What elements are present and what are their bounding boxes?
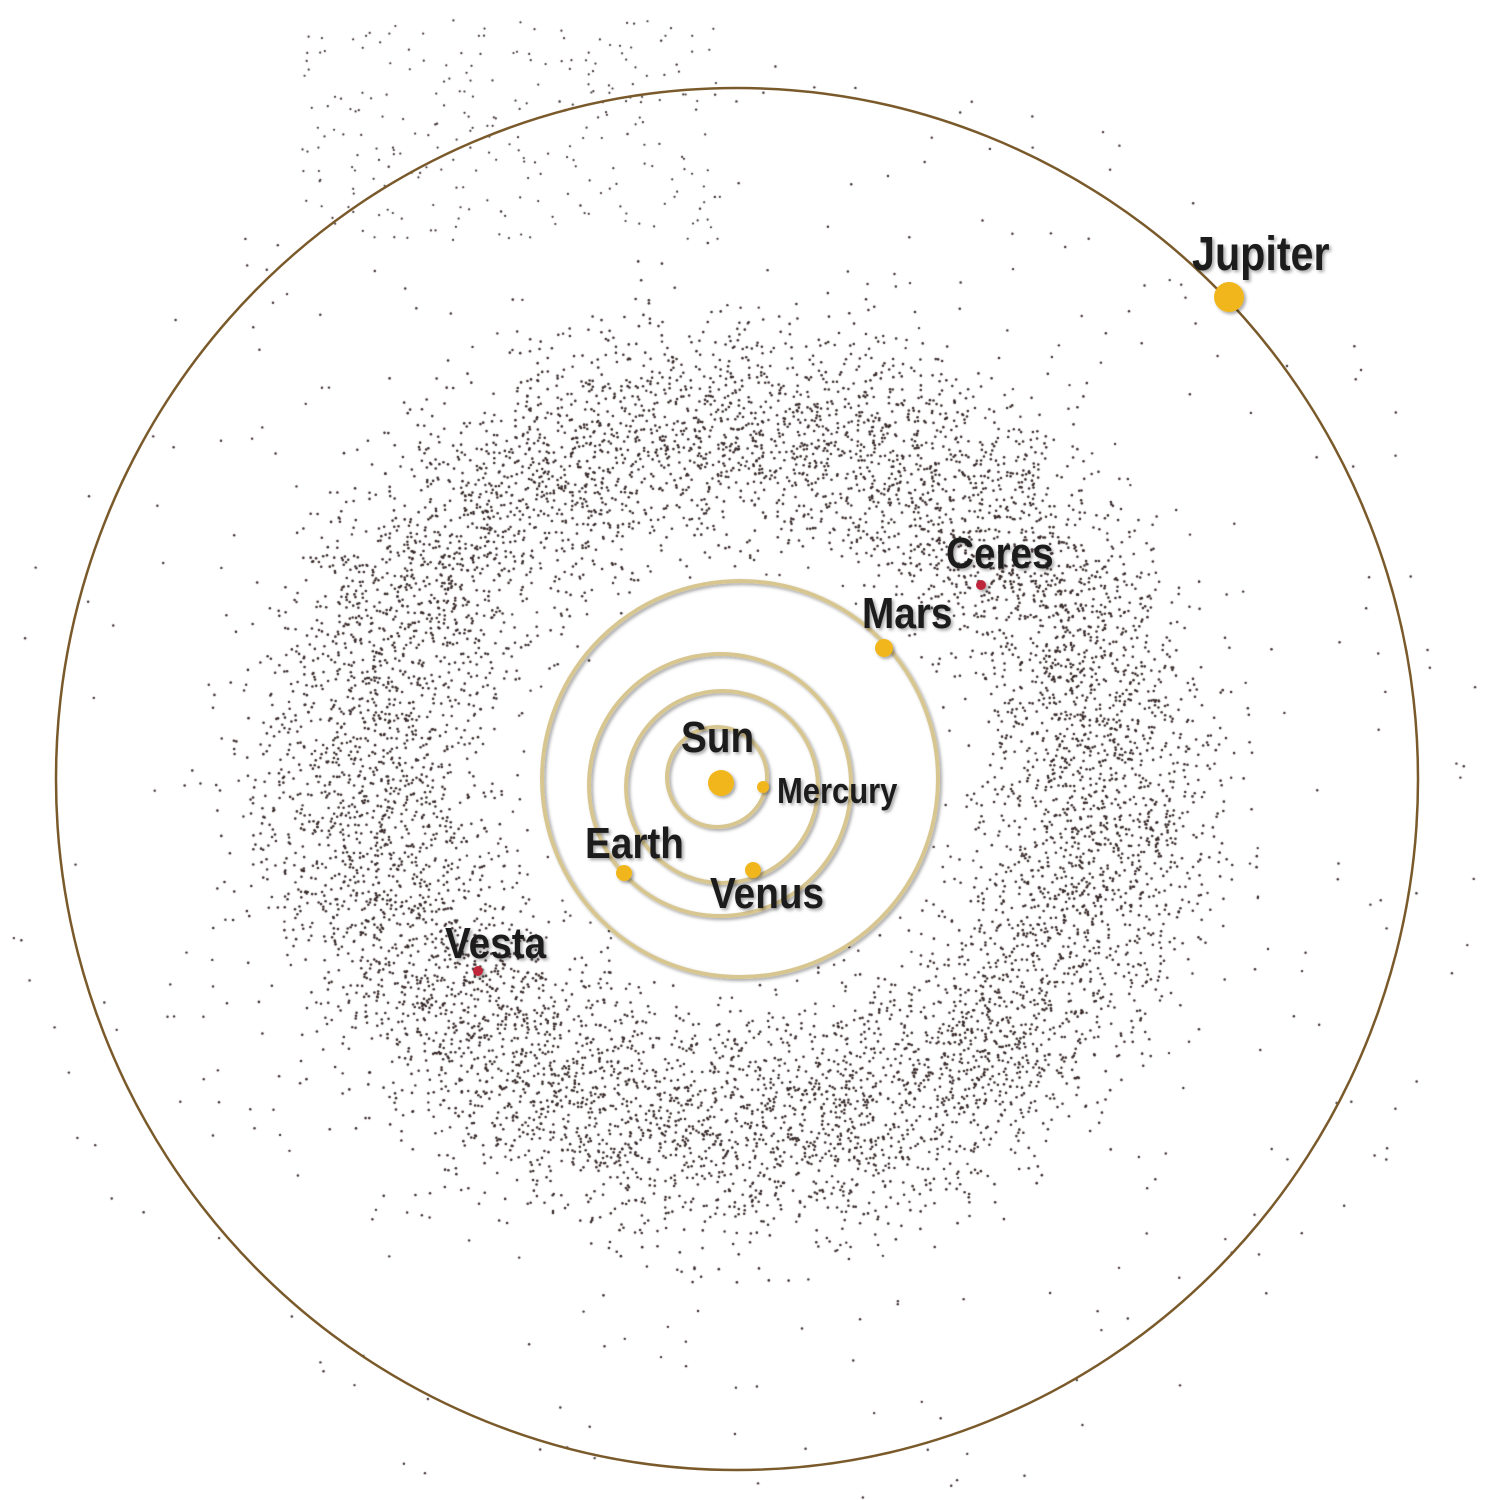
mercury-label: Mercury <box>777 772 898 812</box>
jupiter-planet <box>1214 282 1244 312</box>
venus-label: Venus <box>710 868 824 918</box>
vesta-label: Vesta <box>445 918 547 968</box>
mars-orbit <box>540 579 940 979</box>
sun <box>708 770 734 796</box>
earth-orbit <box>587 652 853 918</box>
mars-planet <box>875 639 893 657</box>
vesta-asteroid <box>473 966 483 976</box>
earth-planet <box>616 865 632 881</box>
earth-label: Earth <box>585 818 684 868</box>
venus-planet <box>745 862 761 878</box>
ceres-dwarf-planet <box>976 580 986 590</box>
mercury-planet <box>757 781 769 793</box>
mars-label: Mars <box>862 588 952 638</box>
sun-label: Sun <box>681 712 754 762</box>
jupiter-label: Jupiter <box>1192 227 1330 281</box>
ceres-label: Ceres <box>946 528 1054 578</box>
venus-orbit <box>624 689 820 885</box>
mercury-orbit <box>665 725 769 829</box>
jupiter-orbit <box>54 86 1420 1472</box>
